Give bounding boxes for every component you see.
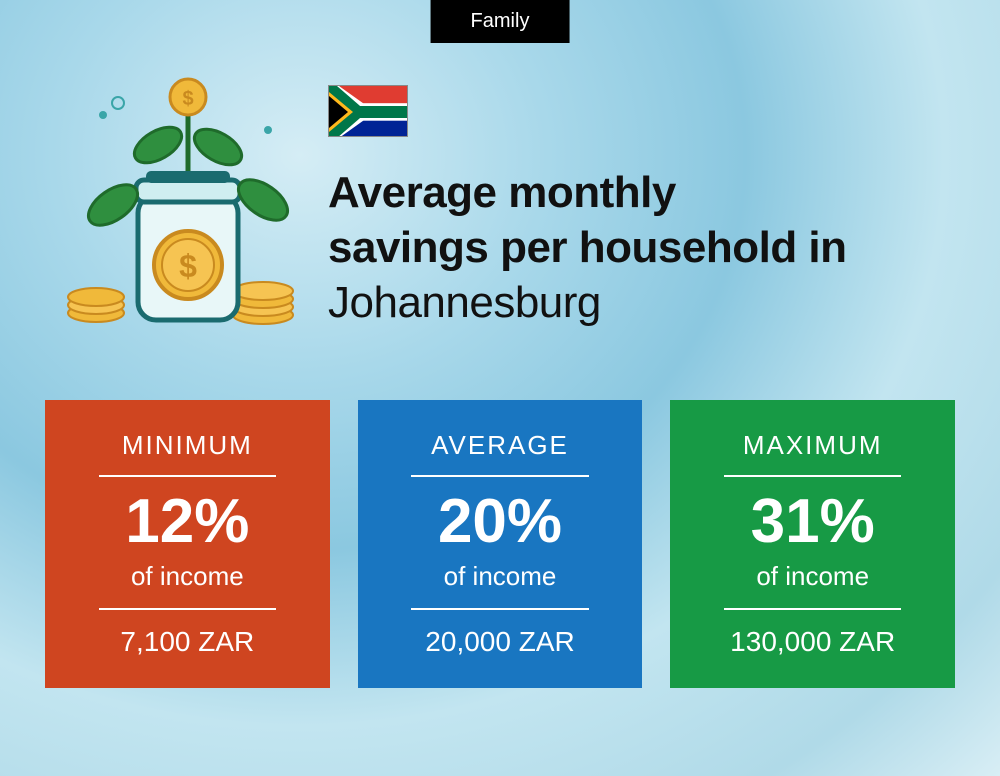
card-percent: 31%: [751, 491, 875, 553]
divider: [724, 608, 902, 610]
category-badge: Family: [431, 0, 570, 43]
card-maximum: MAXIMUM 31% of income 130,000 ZAR: [670, 400, 955, 688]
svg-text:$: $: [179, 248, 197, 284]
card-amount: 20,000 ZAR: [425, 626, 574, 658]
title-line1: Average monthly: [328, 168, 676, 217]
divider: [724, 475, 902, 477]
heading-block: Average monthly savings per household in…: [328, 75, 960, 335]
card-sub: of income: [131, 561, 244, 592]
divider: [99, 475, 277, 477]
card-amount: 7,100 ZAR: [120, 626, 254, 658]
divider: [99, 608, 277, 610]
savings-illustration: $ $: [58, 75, 298, 335]
card-minimum: MINIMUM 12% of income 7,100 ZAR: [45, 400, 330, 688]
card-label: MINIMUM: [122, 430, 253, 461]
svg-text:$: $: [182, 88, 193, 110]
jar-plant-icon: $ $: [58, 75, 298, 335]
page-title: Average monthly savings per household in…: [328, 165, 960, 330]
card-percent: 12%: [125, 491, 249, 553]
stat-cards: MINIMUM 12% of income 7,100 ZAR AVERAGE …: [45, 400, 955, 688]
header: $ $: [58, 75, 960, 335]
card-average: AVERAGE 20% of income 20,000 ZAR: [358, 400, 643, 688]
card-label: MAXIMUM: [743, 430, 883, 461]
card-percent: 20%: [438, 491, 562, 553]
card-amount: 130,000 ZAR: [730, 626, 895, 658]
south-africa-flag-icon: [328, 85, 408, 137]
title-city: Johannesburg: [328, 278, 601, 327]
divider: [411, 475, 589, 477]
title-line2: savings per household in: [328, 223, 847, 272]
card-sub: of income: [756, 561, 869, 592]
divider: [411, 608, 589, 610]
card-label: AVERAGE: [431, 430, 569, 461]
card-sub: of income: [444, 561, 557, 592]
